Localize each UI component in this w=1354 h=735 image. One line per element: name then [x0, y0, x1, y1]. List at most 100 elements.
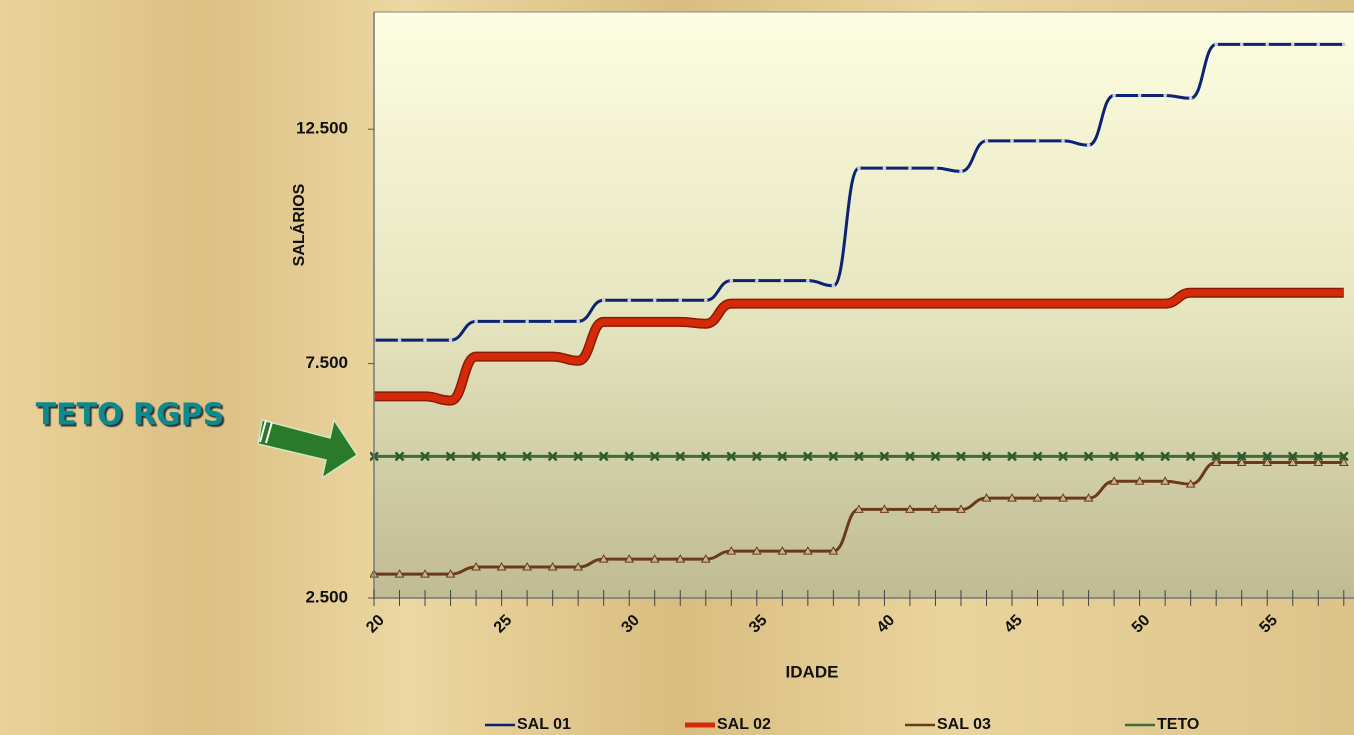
point: [831, 283, 836, 288]
point: [496, 562, 507, 571]
point: [726, 546, 737, 555]
point: [576, 319, 580, 324]
point: [1287, 451, 1298, 462]
point: [1109, 451, 1119, 462]
point: [777, 546, 788, 555]
point: [420, 451, 430, 462]
point: [624, 451, 635, 462]
point: [445, 569, 456, 578]
legend-label: SAL 01: [517, 716, 571, 733]
point: [984, 139, 989, 143]
x-axis-label: IDADE: [786, 662, 839, 681]
point: [397, 338, 402, 342]
point: [499, 319, 504, 324]
point: [573, 562, 584, 571]
point: [930, 451, 941, 462]
point: [703, 298, 708, 303]
point: [751, 451, 762, 462]
point: [1185, 451, 1196, 462]
point: [1032, 451, 1043, 462]
point: [420, 569, 430, 578]
y-axis-label: SALÁRIOS: [289, 183, 308, 266]
point: [1188, 96, 1193, 101]
point: [573, 451, 584, 462]
point: [649, 451, 660, 462]
point: [879, 504, 890, 513]
annotation: TETO RGPS: [36, 398, 225, 433]
point: [1265, 42, 1270, 47]
point: [854, 451, 864, 462]
point: [1239, 42, 1244, 47]
point: [624, 554, 635, 563]
point: [1338, 451, 1349, 462]
point: [882, 166, 887, 170]
series-line: [374, 289, 1344, 405]
point: [1185, 479, 1196, 488]
point: [474, 319, 478, 324]
point: [522, 451, 533, 462]
legend-label: SAL 03: [937, 716, 991, 733]
point: [755, 278, 759, 283]
point: [423, 338, 427, 342]
point: [726, 451, 737, 462]
point: [652, 298, 657, 303]
point: [751, 546, 762, 555]
point: [1007, 451, 1017, 462]
point: [1007, 493, 1017, 502]
point: [905, 504, 915, 513]
point: [802, 451, 813, 462]
point: [700, 451, 711, 462]
point: [1160, 476, 1171, 485]
point: [547, 562, 558, 571]
point: [1211, 457, 1222, 467]
point: [828, 451, 839, 462]
plot: [370, 42, 1349, 578]
point: [780, 278, 785, 283]
point: [1137, 93, 1142, 98]
point: [854, 504, 864, 513]
point: [1214, 42, 1218, 47]
y-tick-label: 12.500: [296, 119, 348, 138]
point: [1112, 93, 1116, 98]
point: [905, 451, 915, 462]
point: [806, 278, 810, 283]
y-tick-label: 2.500: [305, 587, 348, 606]
point: [496, 451, 507, 462]
arrow: [257, 418, 359, 480]
point: [675, 554, 686, 563]
point: [1338, 457, 1349, 467]
point: [394, 451, 405, 462]
point: [394, 569, 405, 578]
point: [956, 451, 966, 462]
point: [1262, 457, 1273, 467]
point: [930, 504, 941, 513]
point: [1083, 493, 1094, 502]
point: [1316, 42, 1321, 47]
point: [525, 319, 529, 324]
point: [1058, 451, 1068, 462]
point: [1061, 139, 1065, 143]
point: [601, 298, 606, 303]
point: [445, 451, 456, 462]
point: [1058, 493, 1068, 502]
point: [802, 546, 813, 555]
point: [675, 451, 686, 462]
point: [649, 554, 660, 563]
point: [1236, 457, 1247, 467]
point: [598, 554, 609, 563]
point: [956, 504, 966, 513]
point: [1083, 451, 1094, 462]
point: [627, 298, 632, 303]
point: [678, 298, 683, 303]
point: [1163, 93, 1167, 98]
point: [1262, 451, 1273, 462]
point: [1287, 457, 1298, 467]
point: [1035, 139, 1040, 143]
point: [448, 338, 453, 342]
point: [1134, 451, 1145, 462]
legend-label: TETO: [1157, 716, 1199, 733]
point: [1134, 476, 1145, 485]
legend-label: SAL 02: [717, 716, 771, 733]
